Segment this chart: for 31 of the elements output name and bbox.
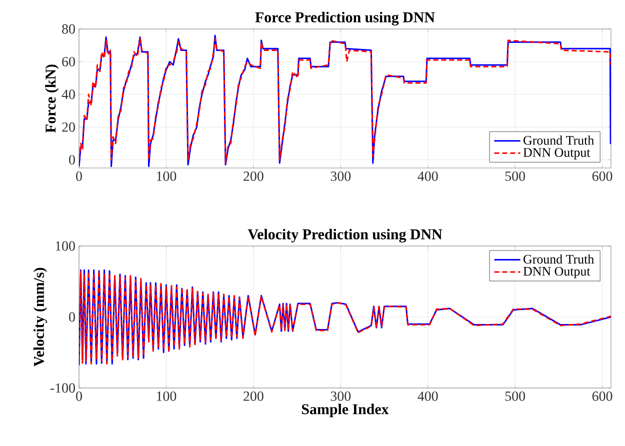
chart-title: Force Prediction using DNN [255, 12, 435, 26]
x-tick-label: 300 [330, 392, 351, 401]
x-tick-label: 100 [156, 172, 176, 181]
x-tick-label: 300 [330, 172, 351, 181]
y-tick-label: 80 [62, 24, 75, 34]
x-tick-label: 500 [505, 392, 525, 401]
y-tick-label: -100 [50, 383, 75, 393]
x-tick-label: 200 [244, 172, 264, 181]
x-tick-label: 200 [244, 392, 264, 401]
x-axis-title: Sample Index [302, 404, 389, 418]
y-axis-title: Velocity (mm/s) [34, 268, 48, 367]
y-tick-label: 0 [69, 155, 75, 165]
x-tick-label: 600 [592, 172, 612, 181]
legend-label: Ground Truth [524, 136, 594, 145]
x-tick-label: 400 [418, 392, 438, 401]
x-tick-label: 0 [76, 172, 82, 181]
x-tick-label: 400 [418, 172, 438, 181]
legend-label: Ground Truth [524, 254, 594, 264]
y-tick-label: 40 [62, 90, 75, 100]
legend-label: DNN Output [523, 148, 590, 160]
x-tick-label: 0 [76, 392, 82, 401]
y-tick-label: 100 [56, 241, 75, 251]
y-axis-title: Force (kN) [45, 64, 59, 133]
x-tick-label: 500 [505, 172, 525, 181]
x-tick-label: 600 [592, 392, 612, 401]
y-tick-label: 0 [69, 312, 75, 322]
chart-title: Velocity Prediction using DNN [248, 228, 442, 242]
y-tick-label: 60 [62, 56, 75, 66]
x-tick-label: 100 [156, 392, 176, 401]
y-tick-label: 20 [62, 122, 75, 132]
legend-label: DNN Output [523, 266, 590, 278]
